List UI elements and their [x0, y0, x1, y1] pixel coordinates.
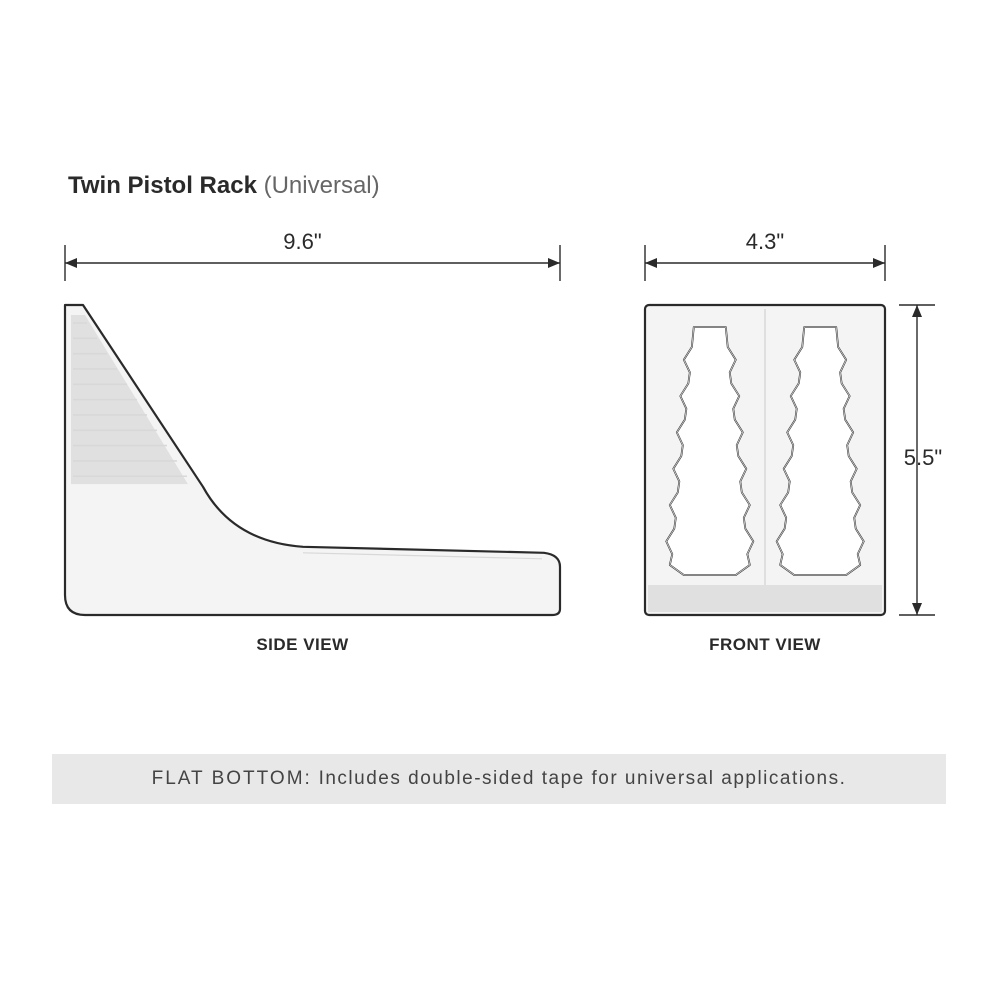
front-view-label: FRONT VIEW [645, 635, 885, 655]
footer-bold: FLAT BOTTOM: [152, 768, 312, 789]
title-main: Twin Pistol Rack [68, 172, 257, 199]
title-suffix: (Universal) [264, 172, 380, 199]
dim-depth: 4.3" [645, 229, 885, 255]
technical-drawing [55, 235, 940, 685]
page-title: Twin Pistol Rack (Universal) [68, 172, 380, 200]
footer-note: FLAT BOTTOM: Includes double-sided tape … [52, 754, 946, 804]
diagram-container: 9.6" 4.3" 5.5" SIDE VIEW FRONT VIEW [55, 235, 940, 685]
side-view-label: SIDE VIEW [55, 635, 550, 655]
footer-rest: Includes double-sided tape for universal… [312, 768, 847, 789]
dim-height: 5.5" [893, 445, 953, 471]
dim-width: 9.6" [55, 229, 550, 255]
